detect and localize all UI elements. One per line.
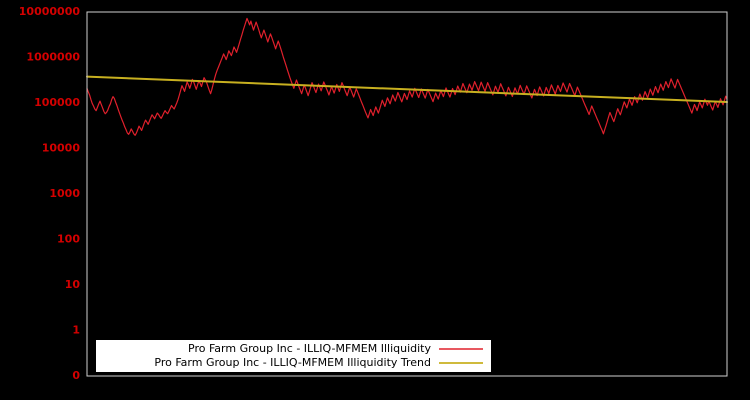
y-axis-tick-label: 1	[72, 324, 80, 337]
plot-background	[87, 12, 727, 376]
plot-axes-frame	[86, 11, 728, 377]
illiquidity-trend-line	[86, 75, 728, 104]
y-axis-tick-label: 10	[65, 278, 81, 291]
y-axis-tick-label: 10000	[42, 142, 81, 155]
y-axis-tick-label: 1000000	[26, 51, 80, 64]
y-axis-tick-label: 1000	[49, 187, 80, 200]
y-axis-tick-label: 100	[57, 233, 80, 246]
legend-background	[96, 340, 491, 372]
legend-label: Pro Farm Group Inc - ILLIQ-MFMEM Illiqui…	[154, 356, 431, 369]
y-axis-tick-label: 100000	[34, 96, 80, 109]
illiquidity-series-line	[86, 17, 728, 136]
chart-legend[interactable]: Pro Farm Group Inc - ILLIQ-MFMEM Illiqui…	[96, 340, 491, 372]
legend-label: Pro Farm Group Inc - ILLIQ-MFMEM Illiqui…	[188, 342, 431, 355]
y-axis-tick-label: 10000000	[19, 5, 81, 18]
y-axis-tick-label: 0	[72, 369, 80, 382]
